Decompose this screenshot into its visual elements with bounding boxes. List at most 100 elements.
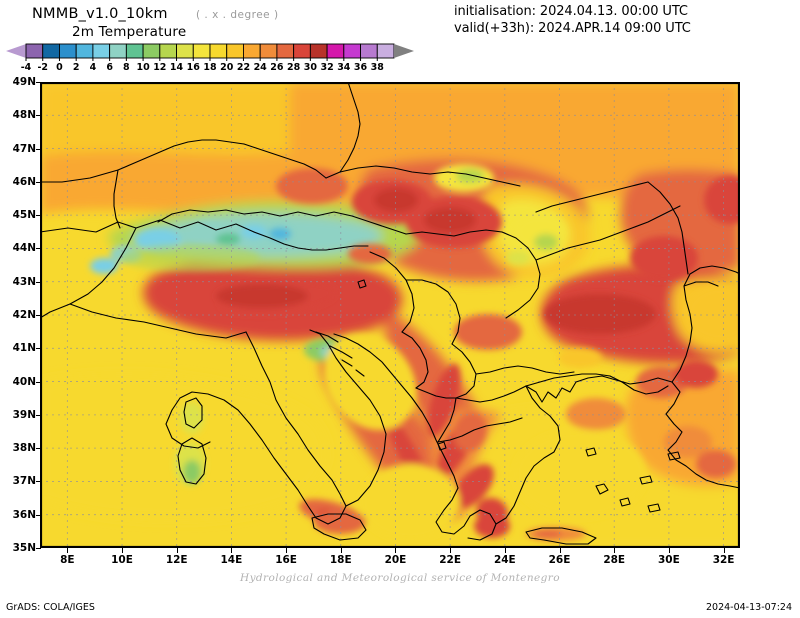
colorbar-tick-label: 16 (187, 62, 201, 70)
lon-tick-label: 10E (111, 554, 133, 566)
colorbar-tick-label: 10 (136, 62, 150, 70)
lon-tick (559, 548, 561, 553)
lat-tick (36, 414, 41, 416)
lat-tick-label: 40N (12, 375, 36, 388)
grads-attribution: GrADS: COLA/IGES (6, 602, 95, 613)
colorbar-swatch (109, 43, 127, 59)
colorbar-swatch (276, 43, 295, 59)
lon-tick-label: 18E (329, 554, 352, 566)
lon-tick-label: 16E (275, 554, 297, 566)
credit-line: Hydrological and Meteorological service … (240, 572, 560, 584)
lon-tick (231, 548, 233, 553)
colorbar-swatch (176, 43, 194, 59)
colorbar-tick-label: -2 (37, 62, 48, 70)
lon-tick-label: 26E (548, 554, 571, 566)
lat-tick (36, 348, 41, 350)
colorbar-tick-label: 8 (123, 62, 130, 70)
header-right: initialisation: 2024.04.13. 00:00 UTC va… (430, 4, 800, 38)
lat-tick (36, 448, 41, 450)
lat-tick (36, 148, 41, 150)
colorbar-swatch (326, 43, 345, 59)
lat-tick-label: 44N (12, 242, 36, 255)
lat-tick (36, 315, 41, 316)
colorbar-swatch (293, 43, 311, 59)
lat-tick-label: 45N (12, 209, 36, 222)
lat-tick (36, 281, 41, 283)
colorbar-swatch (25, 43, 44, 59)
lat-tick-label: 38N (12, 442, 36, 455)
colorbar-tick-label: 4 (90, 62, 97, 70)
colorbar-swatch (376, 43, 395, 59)
lat-tick-label: 48N (12, 109, 36, 122)
lon-tick (395, 548, 397, 553)
lat-tick-label: 36N (12, 508, 36, 521)
model-units-label: ( . x . degree ) (196, 9, 279, 21)
colorbar-swatch (59, 43, 77, 59)
colorbar-tick-label: 0 (56, 62, 63, 70)
colorbar-swatch (159, 43, 178, 59)
lat-tick-label: 49N (12, 76, 36, 88)
lat-tick (36, 248, 41, 250)
lon-tick (450, 548, 452, 553)
lat-tick (36, 181, 41, 183)
lat-tick-label: 41N (12, 342, 36, 355)
colorbar-tick-label: 24 (254, 62, 268, 70)
valid-time: valid(+33h): 2024.APR.14 09:00 UTC (454, 21, 691, 36)
temperature-map-svg (40, 82, 740, 548)
colorbar-swatch (309, 43, 328, 59)
lon-tick-label: 12E (165, 554, 188, 566)
colorbar-tick-label: 36 (354, 62, 368, 70)
lon-tick-label: 14E (220, 554, 243, 566)
colorbar-swatch (142, 43, 161, 59)
lat-tick-label: 39N (12, 408, 36, 421)
lat-tick (36, 481, 41, 483)
lon-tick-label: 20E (384, 554, 407, 566)
colorbar-tick-label: 18 (203, 62, 217, 70)
generation-timestamp: 2024-04-13-07:24 (705, 602, 792, 613)
lat-tick-label: 35N (12, 542, 36, 554)
initialisation-time: initialisation: 2024.04.13. 00:00 UTC (454, 4, 688, 19)
lon-tick (723, 548, 725, 553)
colorbar-under-arrow (6, 44, 26, 58)
lon-tick-label: 22E (439, 554, 462, 566)
map-frame (40, 82, 740, 548)
colorbar-swatch (192, 43, 211, 59)
colorbar-tick-label: -4 (21, 62, 32, 70)
colorbar-tick-label: 6 (106, 62, 113, 70)
lon-tick (286, 548, 288, 553)
colorbar-tick-label: 28 (287, 62, 301, 70)
colorbar-tick-label: 2 (73, 62, 80, 70)
colorbar-tick-label: 12 (153, 62, 166, 70)
lon-tick (614, 548, 616, 553)
lon-tick-label: 8E (60, 554, 75, 566)
colorbar-swatch (92, 43, 111, 59)
lon-tick (122, 548, 124, 553)
lat-tick (36, 115, 41, 117)
lat-tick (36, 514, 41, 516)
colorbar-over-arrow (394, 44, 414, 58)
colorbar-tick-label: 26 (270, 62, 284, 70)
coastlines-and-borders (40, 82, 740, 545)
lon-tick-label: 30E (658, 554, 680, 566)
lat-tick (36, 381, 41, 383)
colorbar-tick-label: 14 (170, 62, 184, 70)
colorbar-swatch (343, 43, 362, 59)
header-left: NMMB_v1.0_10km ( . x . degree ) 2m Tempe… (0, 2, 420, 40)
lon-tick (504, 548, 506, 553)
lat-tick (36, 215, 41, 217)
colorbar-swatch (209, 43, 228, 59)
lat-tick (36, 82, 41, 83)
colorbar-tick-label: 20 (220, 62, 234, 70)
lat-tick-label: 37N (12, 475, 36, 488)
colorbar-blocks (6, 43, 414, 59)
lon-tick-label: 28E (603, 554, 626, 566)
colorbar-swatch (42, 43, 60, 59)
colorbar-tick-labels: -4 -2 0 2 4 6 8 10 12 14 16 18 20 22 24 26 28 30 32 34 36 38 (21, 58, 384, 70)
lat-tick-label: 46N (12, 175, 36, 188)
temperature-map: 49N 48N 47N 46N 45N 44N 43N 42N 41N 40N 39N 38N 37N 3… (13, 76, 740, 566)
colorbar: -4 -2 0 2 4 6 8 10 12 14 16 18 20 22 24 26 28 30 32 34 36 38 (0, 40, 420, 70)
colorbar-swatch (125, 43, 144, 59)
temperature-field (40, 82, 740, 548)
lat-tick-label: 47N (12, 142, 36, 155)
lon-tick (340, 548, 342, 553)
